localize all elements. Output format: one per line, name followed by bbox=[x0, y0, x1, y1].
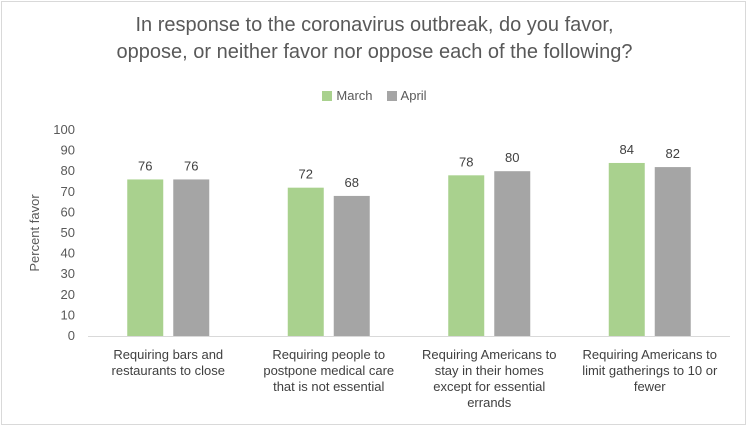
data-label-april-3: 82 bbox=[666, 146, 680, 161]
legend-item-april: April bbox=[386, 88, 427, 103]
y-tick-label-70: 70 bbox=[61, 184, 75, 199]
bar-march-3 bbox=[608, 162, 645, 336]
legend-swatch-march bbox=[322, 90, 333, 101]
category-label-2-line-2: except for essential bbox=[433, 379, 545, 394]
category-label-1-line-1: postpone medical care bbox=[263, 363, 394, 378]
bar-march-0 bbox=[127, 179, 164, 336]
legend-swatch-april bbox=[386, 90, 397, 101]
category-label-0-line-0: Requiring bars and bbox=[113, 347, 223, 362]
y-tick-label-50: 50 bbox=[61, 225, 75, 240]
y-tick-label-100: 100 bbox=[53, 122, 75, 137]
legend-label-april: April bbox=[400, 88, 427, 103]
category-label-2-line-3: errands bbox=[467, 395, 512, 410]
category-label-3-line-1: limit gatherings to 10 or bbox=[582, 363, 718, 378]
category-label-3-line-0: Requiring Americans to bbox=[583, 347, 717, 362]
legend-label-march: March bbox=[336, 88, 373, 103]
chart-legend: March April bbox=[2, 88, 747, 103]
bar-april-0 bbox=[173, 179, 210, 336]
y-tick-label-10: 10 bbox=[61, 307, 75, 322]
data-label-april-0: 76 bbox=[184, 158, 198, 173]
data-label-april-2: 80 bbox=[505, 150, 519, 165]
category-label-2-line-0: Requiring Americans to bbox=[422, 347, 556, 362]
category-label-3-line-2: fewer bbox=[634, 379, 666, 394]
data-label-april-1: 68 bbox=[345, 175, 359, 190]
chart-title: In response to the coronavirus outbreak,… bbox=[2, 12, 747, 66]
y-tick-label-20: 20 bbox=[61, 287, 75, 302]
y-tick-label-80: 80 bbox=[61, 163, 75, 178]
category-label-1-line-2: that is not essential bbox=[273, 379, 384, 394]
category-label-2-line-1: stay in their homes bbox=[435, 363, 545, 378]
y-tick-label-60: 60 bbox=[61, 204, 75, 219]
data-label-march-0: 76 bbox=[138, 158, 152, 173]
y-tick-label-40: 40 bbox=[61, 246, 75, 261]
bar-march-2 bbox=[448, 175, 485, 336]
data-label-march-2: 78 bbox=[459, 154, 473, 169]
legend-item-march: March bbox=[322, 88, 373, 103]
bar-april-3 bbox=[654, 167, 691, 336]
chart-title-line-1: In response to the coronavirus outbreak,… bbox=[135, 14, 614, 36]
data-label-march-3: 84 bbox=[620, 142, 634, 157]
data-label-march-1: 72 bbox=[299, 167, 313, 182]
bar-april-1 bbox=[333, 195, 370, 336]
category-label-0-line-1: restaurants to close bbox=[112, 363, 225, 378]
y-tick-label-0: 0 bbox=[68, 328, 75, 343]
y-tick-label-30: 30 bbox=[61, 266, 75, 281]
y-axis-label: Percent favor bbox=[27, 194, 42, 272]
chart-title-line-2: oppose, or neither favor nor oppose each… bbox=[116, 41, 633, 63]
category-label-1-line-0: Requiring people to bbox=[272, 347, 385, 362]
bar-march-1 bbox=[287, 187, 324, 336]
bar-april-2 bbox=[494, 171, 531, 336]
y-tick-label-90: 90 bbox=[61, 143, 75, 158]
